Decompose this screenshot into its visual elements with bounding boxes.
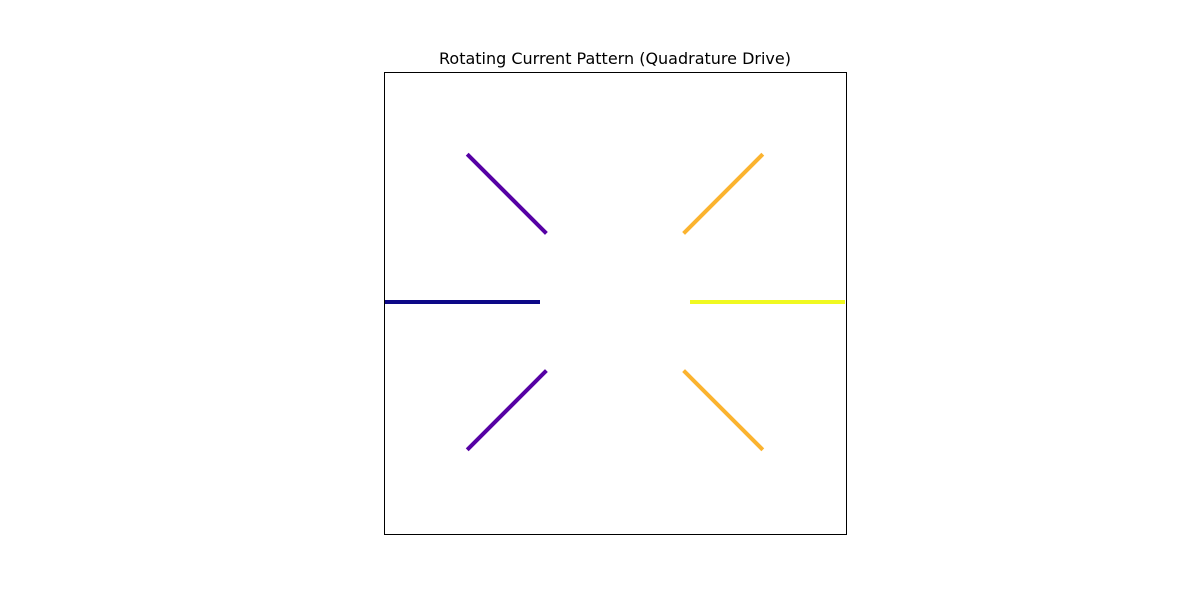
current-line-lower-right — [682, 369, 765, 452]
current-line-upper-right — [682, 152, 765, 235]
current-line-upper-left — [465, 152, 548, 235]
current-line-lower-left — [465, 369, 548, 452]
plot-title: Rotating Current Pattern (Quadrature Dri… — [439, 49, 791, 68]
current-lines-group — [385, 152, 845, 452]
